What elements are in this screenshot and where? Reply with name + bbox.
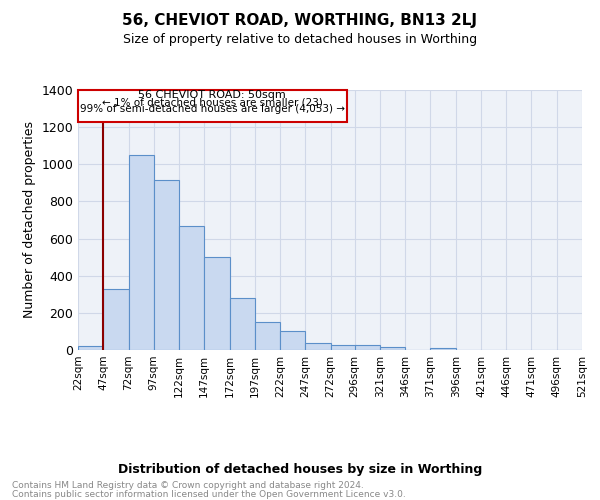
Bar: [179, 226, 204, 350]
Bar: [355, 346, 380, 350]
Text: 56, CHEVIOT ROAD, WORTHING, BN13 2LJ: 56, CHEVIOT ROAD, WORTHING, BN13 2LJ: [122, 12, 478, 28]
Bar: [103, 288, 128, 350]
Text: 99% of semi-detached houses are larger (4,053) →: 99% of semi-detached houses are larger (…: [80, 104, 345, 115]
Bar: [331, 346, 356, 350]
Bar: [380, 347, 405, 350]
Bar: [128, 155, 154, 350]
Y-axis label: Number of detached properties: Number of detached properties: [23, 122, 36, 318]
Bar: [78, 90, 347, 122]
Text: 56 CHEVIOT ROAD: 50sqm: 56 CHEVIOT ROAD: 50sqm: [139, 90, 286, 100]
Bar: [280, 332, 305, 350]
Bar: [230, 298, 255, 350]
Text: Distribution of detached houses by size in Worthing: Distribution of detached houses by size …: [118, 462, 482, 475]
Bar: [255, 322, 280, 350]
Bar: [430, 348, 456, 350]
Text: Contains public sector information licensed under the Open Government Licence v3: Contains public sector information licen…: [12, 490, 406, 499]
Bar: [154, 180, 179, 350]
Bar: [78, 346, 103, 350]
Text: ← 1% of detached houses are smaller (23): ← 1% of detached houses are smaller (23): [102, 97, 323, 107]
Bar: [305, 343, 331, 350]
Text: Size of property relative to detached houses in Worthing: Size of property relative to detached ho…: [123, 32, 477, 46]
Bar: [204, 257, 230, 350]
Text: Contains HM Land Registry data © Crown copyright and database right 2024.: Contains HM Land Registry data © Crown c…: [12, 481, 364, 490]
